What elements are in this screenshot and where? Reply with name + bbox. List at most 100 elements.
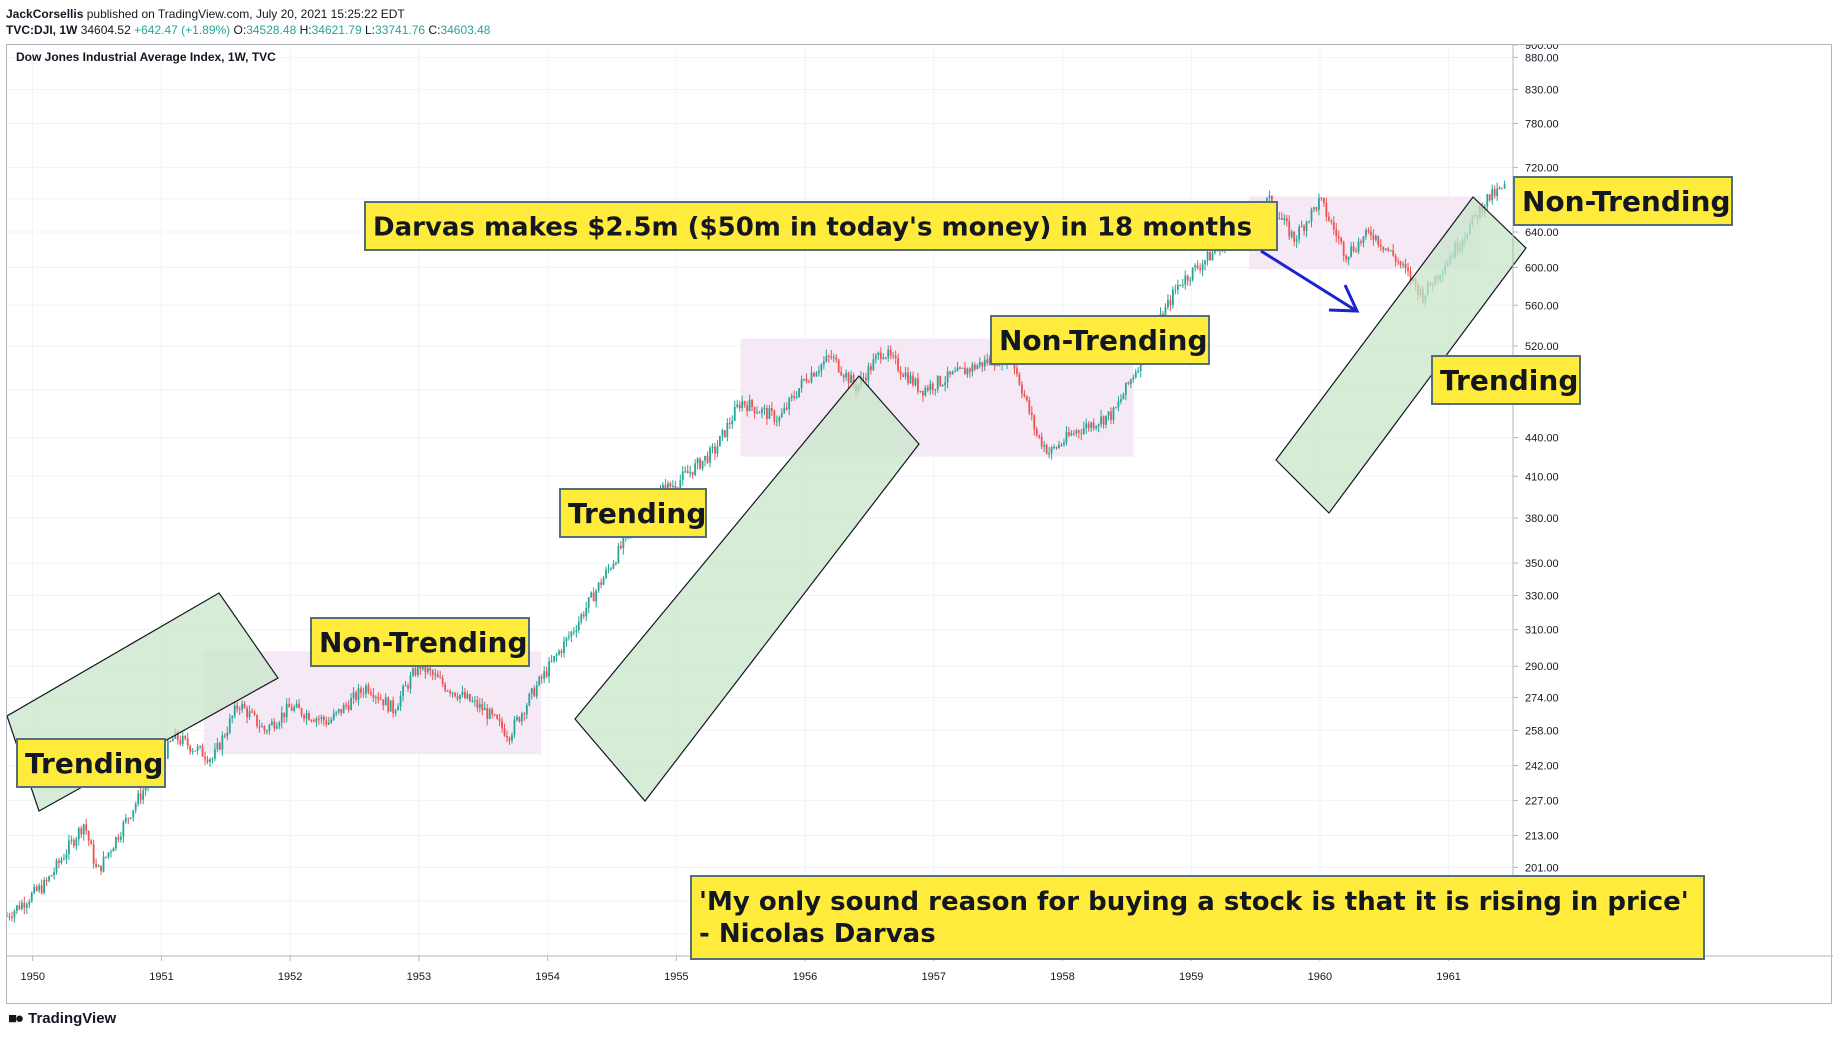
candle-body [1035, 429, 1038, 436]
candle-body [1137, 371, 1140, 373]
candle-body [619, 545, 622, 549]
author-name[interactable]: JackCorsellis [6, 7, 84, 21]
tradingview-brand[interactable]: ■● TradingView [8, 1010, 116, 1027]
candle-body [790, 396, 793, 398]
candle-body [842, 375, 845, 378]
candle-body [917, 378, 919, 392]
candle-body [506, 735, 508, 738]
candle-body [612, 563, 615, 569]
candle-body [48, 876, 50, 881]
candle-body [137, 793, 140, 804]
candle-body [325, 720, 328, 725]
quote-line-2: - Nicolas Darvas [699, 919, 936, 949]
candle-body [342, 704, 345, 714]
candle-body [166, 741, 169, 759]
candle-body [978, 362, 981, 366]
candle-body [830, 356, 833, 358]
candle-body [964, 367, 966, 375]
candle-body [684, 471, 687, 473]
candle-body [60, 859, 63, 863]
candle-body [954, 371, 956, 373]
label-non-trending-3: Non-Trending [1522, 185, 1730, 218]
trending-channel [574, 375, 920, 802]
candle-body [553, 656, 555, 661]
candle-body [1191, 267, 1194, 280]
candle-body [837, 359, 840, 372]
candle-body [322, 716, 325, 721]
candle-body [894, 355, 897, 358]
time-tick-label: 1953 [407, 971, 431, 983]
candle-body [394, 710, 397, 714]
candle-body [545, 671, 548, 677]
candle-body [345, 704, 348, 706]
candle-body [711, 446, 714, 448]
candle-body [1201, 264, 1204, 270]
candle-body [587, 597, 590, 608]
candle-body [1070, 433, 1073, 436]
candle-body [1092, 422, 1095, 429]
candle-body [30, 893, 33, 902]
candle-body [374, 696, 377, 698]
candle-body [1033, 415, 1036, 430]
candle-body [53, 871, 55, 876]
candle-body [741, 401, 744, 409]
candle-body [1075, 430, 1078, 434]
candle-body [899, 370, 902, 375]
candle-body [1117, 401, 1120, 408]
candle-body [798, 388, 801, 397]
candle-body [1068, 432, 1070, 436]
price-tick-label: 310.00 [1525, 625, 1559, 637]
time-tick-label: 1950 [21, 971, 45, 983]
candle-body [617, 545, 620, 563]
candle-body [949, 371, 952, 375]
candle-body [129, 817, 132, 819]
candle-body [1488, 194, 1491, 201]
candle-body [228, 718, 231, 733]
candle-body [449, 690, 451, 694]
candle-body [117, 837, 120, 840]
candle-body [1038, 435, 1041, 437]
candle-body [43, 879, 46, 894]
candle-body [929, 383, 932, 391]
candle-body [478, 703, 481, 708]
candle-body [38, 885, 41, 891]
candle-body [988, 357, 991, 364]
callout-darvas: Darvas makes $2.5m ($50m in today's mone… [373, 212, 1252, 242]
candle-body [610, 568, 612, 570]
candle-body [451, 692, 454, 694]
candle-body [976, 365, 979, 370]
price-tick-label: 720.00 [1525, 162, 1559, 174]
candle-body [1335, 229, 1338, 237]
low-value: 33741.76 [375, 23, 426, 37]
candle-body [1290, 231, 1293, 237]
candle-body [223, 735, 226, 737]
candle-body [367, 685, 370, 693]
candle-body [100, 865, 102, 872]
candle-body [320, 716, 323, 719]
candle-body [914, 378, 917, 385]
candle-body [347, 705, 350, 710]
candle-body [1384, 248, 1387, 250]
candle-body [902, 374, 904, 377]
candle-body [738, 404, 741, 409]
candle-body [80, 828, 83, 835]
candle-body [1194, 265, 1197, 268]
candle-body [1322, 197, 1325, 203]
chart-area[interactable]: 178.00189.00201.00213.00227.00242.00258.… [6, 44, 1833, 1005]
candle-body [810, 372, 813, 382]
candle-body [184, 736, 187, 739]
candle-body [800, 379, 803, 389]
chart-canvas[interactable]: 178.00189.00201.00213.00227.00242.00258.… [7, 45, 1833, 1005]
candle-body [1491, 189, 1494, 201]
time-axis[interactable]: 1950 1951 1952 1953 1954 1955 1956 1957 1958 1959… [7, 955, 1833, 983]
candle-body [763, 408, 766, 410]
candle-body [540, 676, 543, 679]
candle-body [550, 660, 553, 662]
candle-body [199, 745, 201, 747]
candle-body [305, 713, 308, 719]
candle-body [471, 700, 474, 702]
candle-body [889, 349, 892, 356]
candle-body [1399, 261, 1402, 265]
price-tick-label: 227.00 [1525, 796, 1559, 808]
candle-body [431, 670, 434, 675]
